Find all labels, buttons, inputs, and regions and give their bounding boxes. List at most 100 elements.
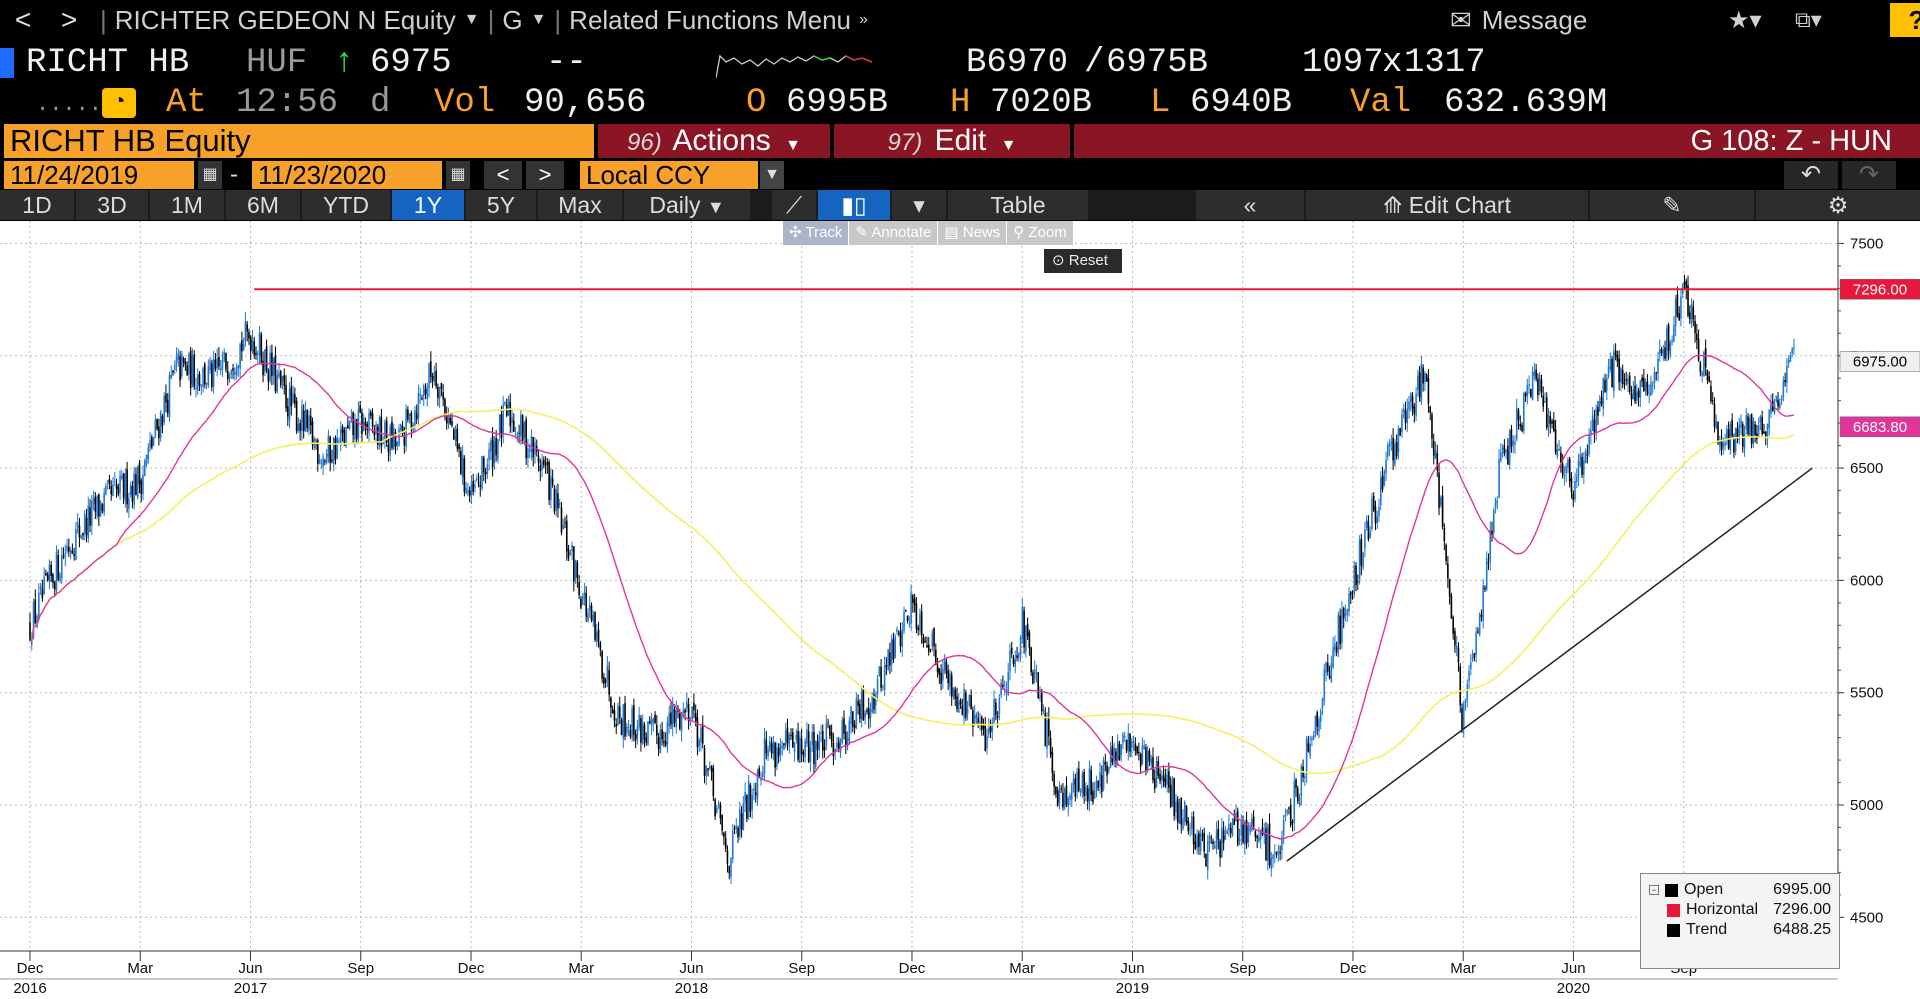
candle-body [816,741,819,751]
function-selector[interactable]: G [502,4,523,35]
period-1d[interactable]: 1D [0,190,74,220]
x-month-label: Jun [679,960,703,977]
table-button[interactable]: Table [948,190,1088,220]
candle-body [375,424,377,435]
candle-body [1063,788,1066,808]
candle-body [772,741,775,755]
next-period-button[interactable]: > [526,161,564,189]
collapse-box-icon[interactable]: − [1649,885,1659,895]
chart-area[interactable]: 4500500055006000650070007500DecMarJunSep… [0,221,1920,999]
candle-body [1342,607,1345,619]
candle-body [543,459,545,465]
candle-chart-icon[interactable]: ▮▯ [818,190,890,220]
candle-body [857,701,859,706]
annotate-tool[interactable]: ✎ Annotate [849,221,938,245]
candle-body [1575,476,1578,482]
security-field[interactable]: RICHT HB Equity [4,124,594,158]
actions-menu[interactable]: 96) Actions ▼ [598,124,830,158]
edit-chart-button[interactable]: ⟰ Edit Chart [1306,190,1588,220]
candle-body [1252,816,1255,827]
bid-ask-separator: / [1084,44,1105,82]
frequency-selector[interactable]: Daily ▼ [624,190,750,220]
candle-body [1305,738,1308,775]
candle-body [246,324,248,332]
candle-body [505,404,508,416]
candle-body [369,411,372,416]
candle-body [1540,379,1543,393]
reset-button[interactable]: ⊙ Reset [1044,249,1122,273]
volume-label: Vol [434,84,496,122]
chevron-down-icon[interactable]: ▼ [760,161,784,189]
candle-body [1674,298,1677,327]
price-chart[interactable]: 4500500055006000650070007500DecMarJunSep… [0,221,1920,999]
redo-icon[interactable]: ↷ [1842,161,1896,189]
chevron-down-icon[interactable]: ▼ [463,11,480,28]
calendar-icon[interactable]: ▦ [446,161,470,189]
candle-body [1146,750,1149,771]
star-icon[interactable]: ★▾ [1728,6,1762,34]
zoom-tool[interactable]: ⚲ Zoom [1007,221,1073,245]
period-toolbar: 1D 3D 1M 6M YTD 1Y 5Y Max Daily ▼ ⟋ ▮▯ ▾… [0,190,1920,220]
line-chart-icon[interactable]: ⟋ [772,190,816,220]
candle-body [34,599,37,623]
candle-body [1055,786,1057,794]
security-selector[interactable]: RICHTER GEDEON N Equity [114,4,456,35]
horizontal-value-tag-bg [1839,279,1920,300]
candle-body [1259,831,1262,840]
candle-body [377,426,379,446]
period-ytd[interactable]: YTD [302,190,390,220]
message-button[interactable]: ✉ Message [1450,5,1587,36]
legend-label: Open [1684,881,1724,898]
undo-icon[interactable]: ↶ [1784,161,1838,189]
candle-body [709,765,711,769]
candle-body [488,449,490,461]
news-tool[interactable]: ▤ News [938,221,1007,245]
period-3d[interactable]: 3D [76,190,148,220]
help-button[interactable]: ?▾ [1890,3,1920,37]
candle-body [675,710,678,728]
candle-body [1183,802,1186,822]
candle-body [763,737,766,774]
period-5y[interactable]: 5Y [466,190,536,220]
double-chevron-down-icon[interactable]: » [859,11,868,28]
window-icon[interactable]: ⧉▾ [1795,7,1822,32]
collapse-icon[interactable]: « [1196,190,1304,220]
legend-row-horizontal: Horizontal 7296.00 [1649,900,1831,920]
candle-body [472,481,474,492]
currency-selector[interactable]: Local CCY [580,161,758,189]
period-6m[interactable]: 6M [226,190,300,220]
candle-body [324,460,326,462]
gauge-icon[interactable]: ◔ [102,88,136,118]
start-date-input[interactable]: 11/24/2019 [4,161,194,189]
previous-period-button[interactable]: < [484,161,522,189]
related-functions-menu[interactable]: Related Functions Menu [569,4,851,35]
candle-body [880,666,882,688]
candle-body [424,388,427,395]
gear-icon[interactable]: ⚙ [1756,190,1920,220]
candle-body [740,813,743,830]
annotate-pen-icon[interactable]: ✎ [1590,190,1754,220]
period-1m[interactable]: 1M [150,190,224,220]
period-max[interactable]: Max [538,190,622,220]
candle-body [286,406,289,417]
candle-body [1500,451,1502,461]
candle-body [1298,796,1301,806]
period-1y[interactable]: 1Y [392,190,464,220]
forward-button[interactable]: > [60,4,78,35]
x-month-label: Mar [1009,960,1035,977]
edit-menu[interactable]: 97) Edit ▼ [834,124,1070,158]
candle-body [986,735,988,749]
track-tool[interactable]: ✣ Track [783,221,849,245]
candle-body [696,717,699,748]
candle-body [1480,614,1483,617]
chevron-down-icon[interactable]: ▾ [892,190,946,220]
end-date-input[interactable]: 11/23/2020 [252,161,442,189]
candle-body [1044,713,1047,747]
candle-body [839,739,842,753]
calendar-icon[interactable]: ▦ [198,161,222,189]
back-button[interactable]: < [14,4,32,35]
candle-body [242,343,245,350]
chevron-down-icon[interactable]: ▼ [530,11,547,28]
candle-body [83,513,86,534]
chart-tools: ✣ Track ✎ Annotate ▤ News ⚲ Zoom [783,221,1074,245]
